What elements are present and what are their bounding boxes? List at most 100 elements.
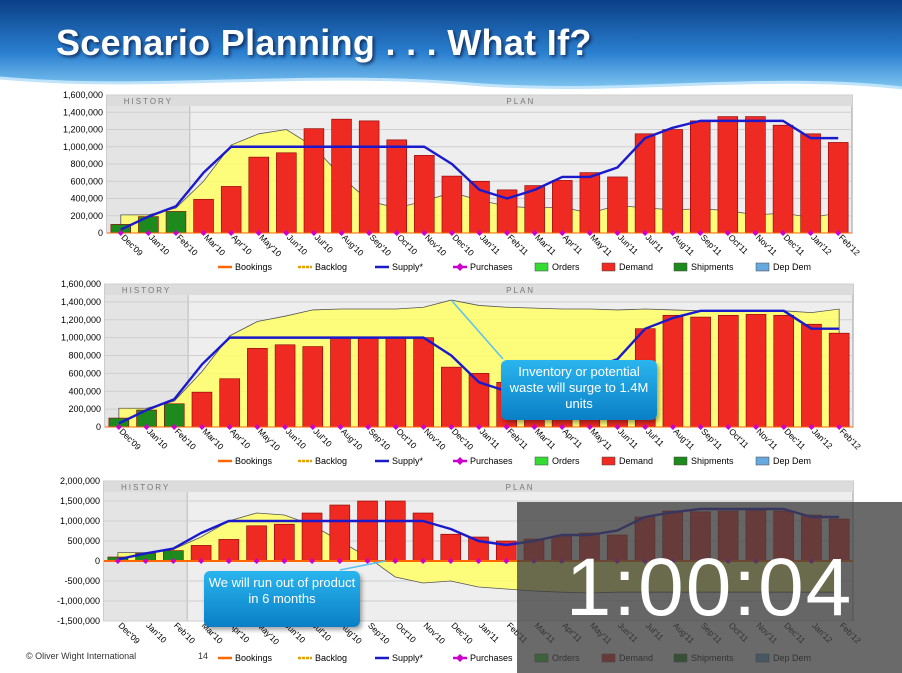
demand-bar xyxy=(772,124,794,234)
purchases-marker xyxy=(420,558,427,564)
purchases-marker xyxy=(669,424,676,430)
purchases-marker xyxy=(808,424,815,430)
x-tick-label: Sep'11 xyxy=(699,426,724,451)
x-tick-label: Jan'12 xyxy=(810,426,835,451)
x-tick-label: May'11 xyxy=(588,232,614,258)
purchases-marker xyxy=(143,424,150,430)
purchases-marker xyxy=(447,558,454,564)
purchases-marker xyxy=(310,230,317,236)
legend-swatch xyxy=(601,262,616,272)
purchases-marker xyxy=(586,230,593,236)
x-tick-label: May'10 xyxy=(257,232,283,258)
purchases-marker xyxy=(226,424,233,430)
y-tick-label: 800,000 xyxy=(68,351,101,361)
x-tick-label: Jun'11 xyxy=(616,232,640,256)
x-tick-label: Nov'10 xyxy=(422,426,448,452)
y-tick-label: -1,000,000 xyxy=(57,596,100,606)
x-tick-label: Oct'10 xyxy=(394,426,418,450)
demand-bar xyxy=(634,133,656,234)
legend-label: Backlog xyxy=(315,653,347,663)
purchases-marker xyxy=(503,424,510,430)
x-tick-label: Nov'10 xyxy=(422,620,448,646)
y-tick-label: 400,000 xyxy=(70,194,103,204)
shipments-bar xyxy=(163,403,185,428)
legend-swatch xyxy=(601,456,616,466)
x-tick-label: Dec'09 xyxy=(119,232,145,258)
section-band xyxy=(105,284,853,295)
demand-bar xyxy=(274,523,295,562)
purchases-marker xyxy=(253,558,260,564)
purchases-marker xyxy=(448,230,455,236)
legend-label: Dep Dem xyxy=(773,456,811,466)
x-tick-label: Aug'11 xyxy=(671,232,696,257)
x-tick-label: Sep'10 xyxy=(367,426,393,452)
purchases-marker xyxy=(559,230,566,236)
x-tick-label: Sep'10 xyxy=(366,620,392,646)
legend-swatch xyxy=(534,456,549,466)
demand-bar xyxy=(248,156,269,234)
purchases-marker xyxy=(642,424,649,430)
purchases-marker xyxy=(114,558,121,564)
demand-bar xyxy=(745,314,767,428)
purchases-marker xyxy=(117,230,124,236)
y-tick-label: 0 xyxy=(96,422,101,432)
demand-bar xyxy=(193,199,214,234)
y-tick-label: 0 xyxy=(98,228,103,238)
demand-bar xyxy=(357,500,378,562)
legend-swatch xyxy=(755,456,770,466)
x-tick-label: Jan'11 xyxy=(478,232,502,256)
y-tick-label: 1,400,000 xyxy=(61,297,101,307)
x-tick-label: Jun'10 xyxy=(285,232,310,257)
purchases-marker xyxy=(145,230,152,236)
y-tick-label: 500,000 xyxy=(67,536,100,546)
purchases-marker xyxy=(697,230,704,236)
purchases-marker xyxy=(309,424,316,430)
y-tick-label: -1,500,000 xyxy=(57,616,100,626)
purchases-marker xyxy=(780,424,787,430)
y-tick-label: 600,000 xyxy=(70,176,103,186)
x-tick-label: Dec'10 xyxy=(450,232,476,258)
callout-pointer xyxy=(450,299,504,360)
x-tick-label: Dec'10 xyxy=(450,426,476,452)
shipments-bar xyxy=(165,211,187,234)
slide-title: Scenario Planning . . . What If? xyxy=(56,22,592,63)
purchases-marker xyxy=(364,558,371,564)
demand-bar xyxy=(329,504,351,562)
purchases-marker xyxy=(228,230,235,236)
plan-label: PLAN xyxy=(506,97,535,106)
demand-bar xyxy=(827,142,849,234)
x-tick-label: Nov'10 xyxy=(423,232,449,258)
purchases-marker xyxy=(171,424,178,430)
purchases-marker xyxy=(337,424,344,430)
callout-pointer xyxy=(339,560,386,571)
x-tick-label: Aug'11 xyxy=(672,426,697,451)
purchases-marker xyxy=(281,558,288,564)
purchases-marker xyxy=(366,230,373,236)
purchases-marker xyxy=(338,230,345,236)
copyright-footer: © Oliver Wight International xyxy=(26,651,137,661)
x-tick-label: Mar'10 xyxy=(202,232,227,257)
history-label: HISTORY xyxy=(121,483,170,492)
purchases-marker xyxy=(724,230,731,236)
legend-label: Shipments xyxy=(691,456,734,466)
purchases-marker xyxy=(725,424,732,430)
demand-bar xyxy=(690,316,711,428)
purchases-marker xyxy=(198,558,205,564)
legend-label: Purchases xyxy=(470,262,513,272)
x-tick-label: Feb'10 xyxy=(175,232,200,257)
demand-bar xyxy=(662,314,684,428)
purchases-marker xyxy=(255,230,262,236)
legend-swatch xyxy=(534,262,549,272)
x-tick-label: Nov'11 xyxy=(755,426,780,451)
y-tick-label: 600,000 xyxy=(68,368,101,378)
chart-middle: HISTORY PLAN 0 200,000 400,000 600,000 800,000… xyxy=(61,279,862,466)
purchases-marker xyxy=(835,230,842,236)
demand-bar xyxy=(247,348,268,428)
purchases-marker xyxy=(448,424,455,430)
x-tick-label: Apr'11 xyxy=(561,426,585,450)
x-tick-label: Mar'11 xyxy=(533,232,558,257)
x-tick-label: Sep'11 xyxy=(699,232,724,257)
x-tick-label: Jun'11 xyxy=(616,426,640,450)
purchases-marker xyxy=(476,424,482,430)
x-tick-label: May'11 xyxy=(588,426,614,452)
